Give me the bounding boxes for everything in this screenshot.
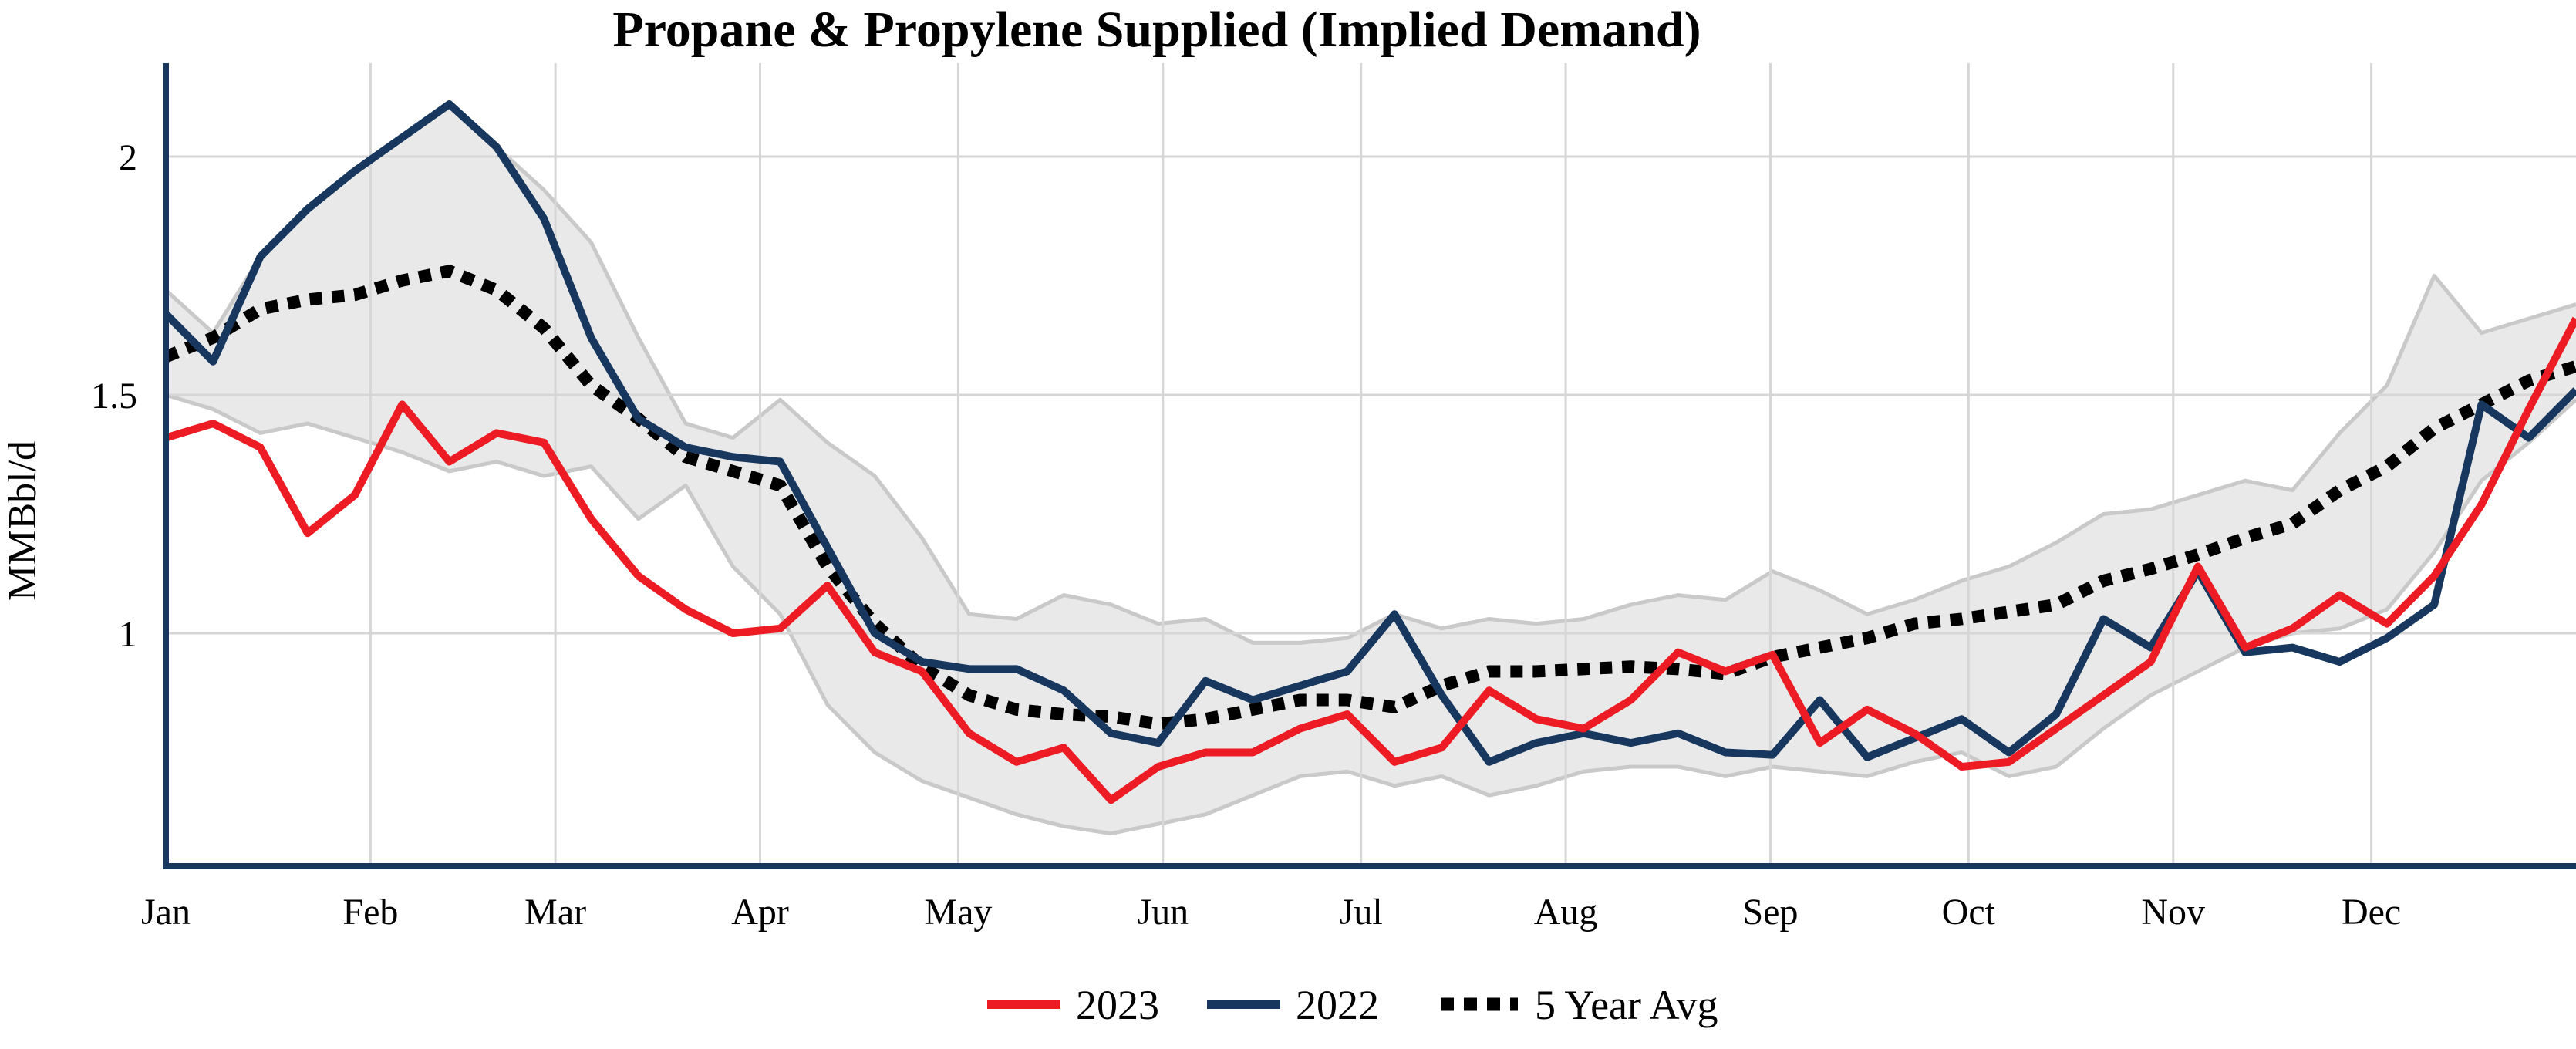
legend-label-2022: 2022	[1296, 982, 1379, 1028]
x-tick-label-May: May	[924, 892, 992, 933]
series-line-5-year-avg	[164, 265, 2576, 730]
chart-title: Propane & Propylene Supplied (Implied De…	[612, 2, 1701, 58]
range-band-area	[166, 104, 2576, 834]
data-series	[163, 100, 2576, 804]
x-tick-label-Jun: Jun	[1137, 892, 1189, 933]
x-tick-label-Sep: Sep	[1742, 892, 1798, 933]
x-tick-label-Apr: Apr	[731, 892, 789, 933]
x-tick-label-Aug: Aug	[1534, 892, 1598, 933]
labels: Propane & Propylene Supplied (Implied De…	[1, 2, 2401, 933]
x-tick-label-Jan: Jan	[141, 892, 191, 933]
x-tick-label-Feb: Feb	[342, 892, 398, 933]
x-tick-label-Dec: Dec	[2342, 892, 2401, 933]
y-tick-label-1: 1	[119, 614, 137, 655]
y-tick-label-2: 2	[119, 137, 137, 178]
y-axis-label: MMBbl/d	[1, 440, 45, 601]
legend-label-2023: 2023	[1076, 982, 1159, 1028]
series-line-2023	[164, 316, 2576, 804]
y-tick-label-1.5: 1.5	[91, 376, 137, 417]
legend: 2023 2022 5 Year Avg	[987, 982, 1718, 1028]
x-tick-labels: Jan Feb Mar Apr May Jun Jul Aug Sep Oct Nov Dec	[141, 892, 2401, 933]
x-tick-label-Oct: Oct	[1942, 892, 1996, 933]
x-tick-label-Mar: Mar	[524, 892, 586, 933]
five-year-range-band	[164, 102, 2576, 836]
axes	[163, 63, 2576, 869]
legend-label-5-year-avg: 5 Year Avg	[1535, 982, 1718, 1028]
x-tick-label-Jul: Jul	[1340, 892, 1383, 933]
y-tick-labels: 21.51	[91, 137, 137, 655]
axis-lines	[163, 63, 2576, 869]
x-tick-label-Nov: Nov	[2141, 892, 2205, 933]
gridlines	[166, 63, 2576, 866]
